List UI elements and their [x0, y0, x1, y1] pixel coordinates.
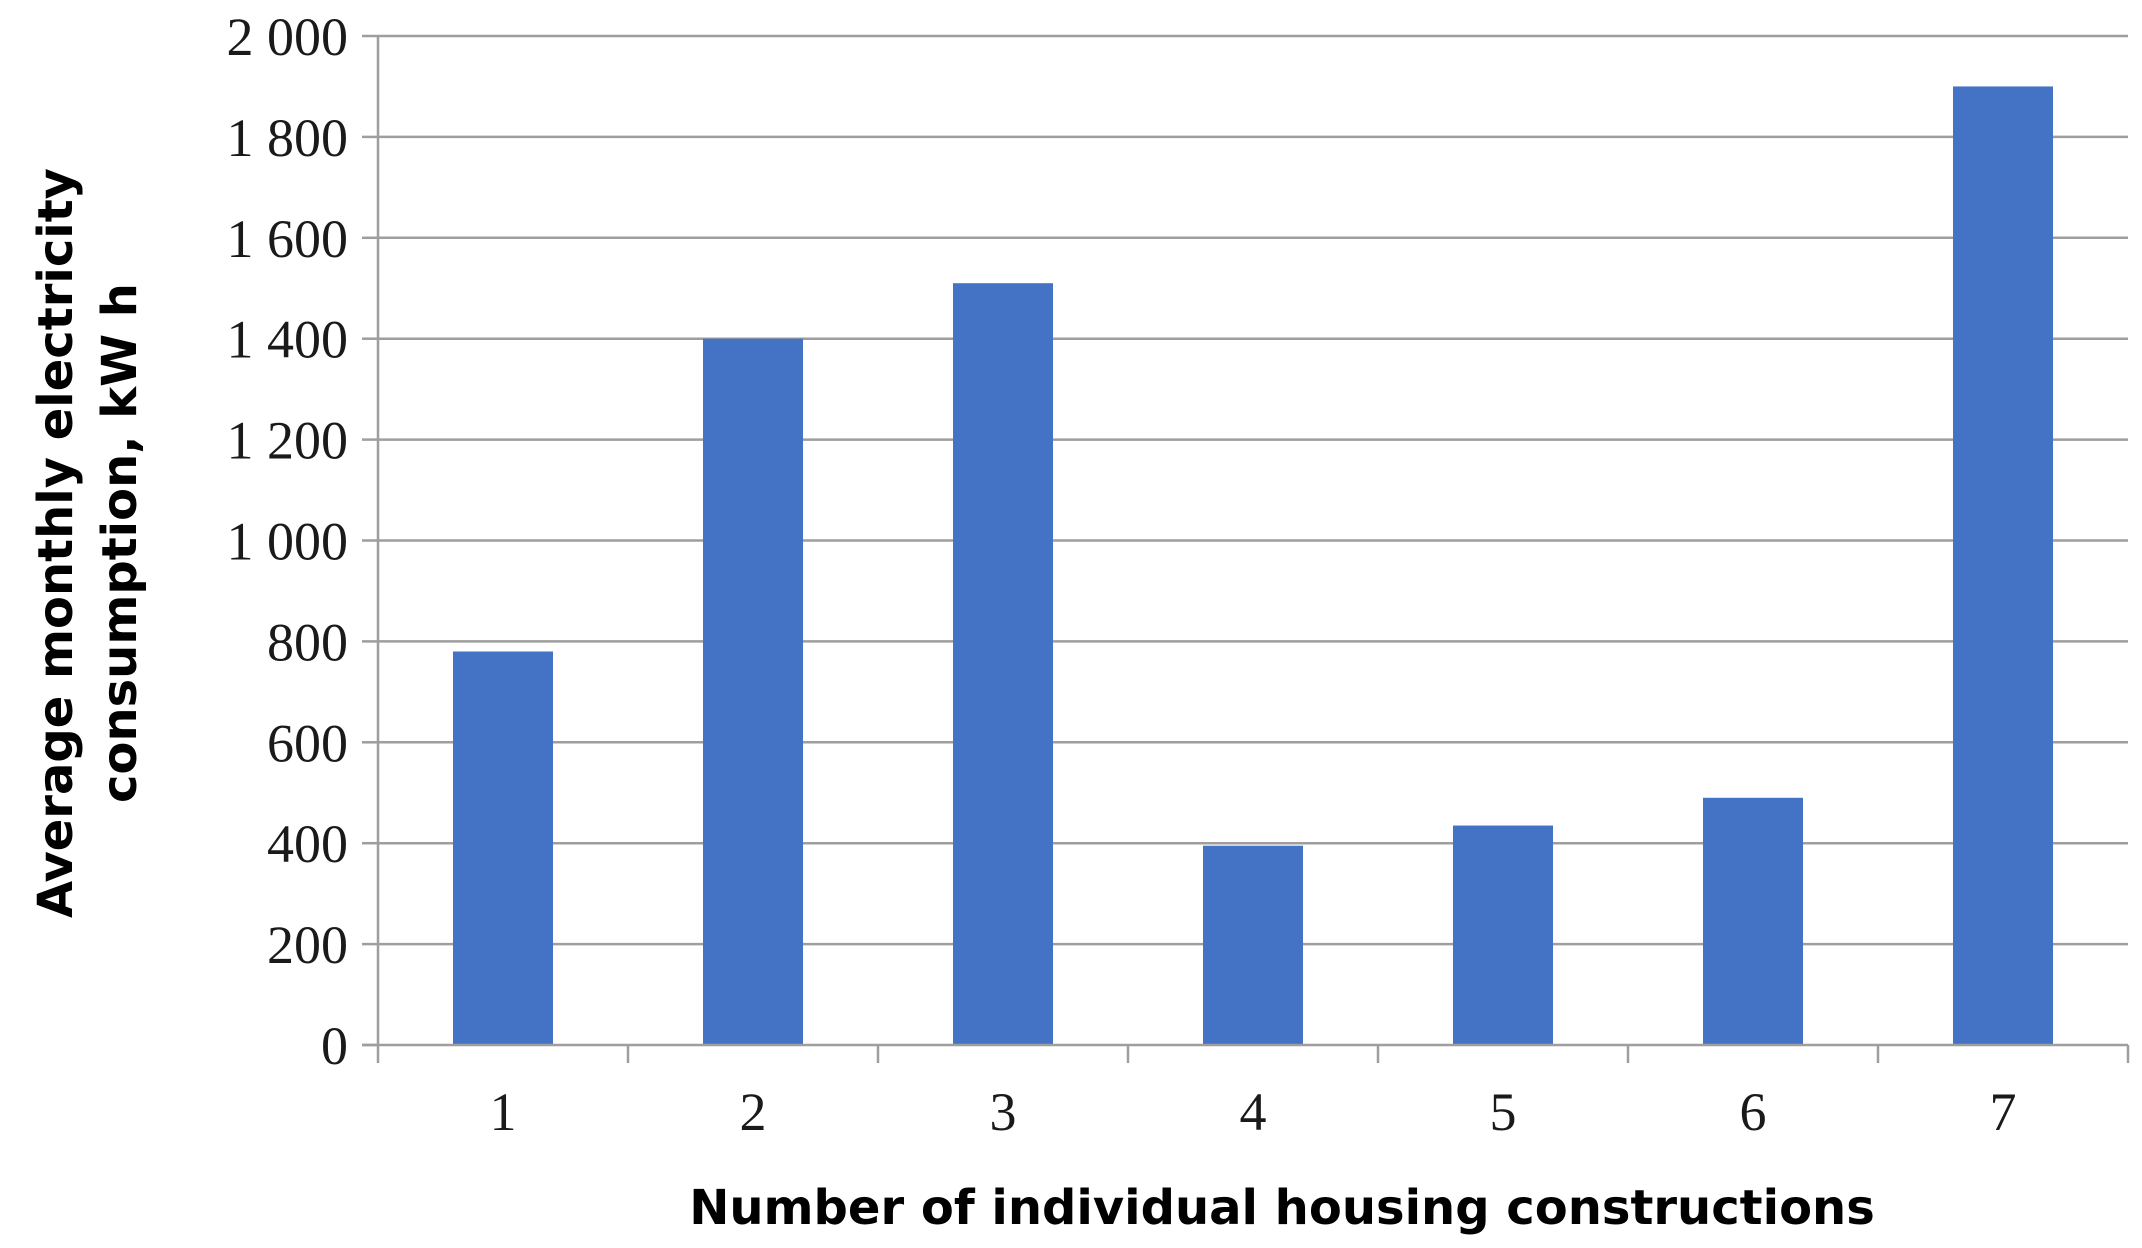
x-tick-label: 4: [1240, 1082, 1267, 1142]
y-tick-label: 0: [321, 1016, 348, 1076]
y-tick-label: 1 600: [227, 209, 349, 269]
x-tick-labels: 1 2 3 4 5 6 7: [490, 1082, 2017, 1142]
y-tick-labels: 0 200 400 600 800 1 000 1 200 1 400 1 600 1 800 2 …: [227, 7, 349, 1076]
x-tick-label: 1: [490, 1082, 517, 1142]
x-tick-label: 7: [1990, 1082, 2017, 1142]
y-tick-label: 800: [267, 612, 348, 672]
bar-3: [953, 283, 1053, 1046]
y-axis-title-line-2: consumption, kW h: [92, 283, 148, 803]
x-axis-title: Number of individual housing constructio…: [689, 1180, 1875, 1236]
x-tick-label: 3: [990, 1082, 1017, 1142]
bar-7: [1953, 86, 2053, 1045]
bar-4: [1203, 845, 1303, 1045]
y-axis-title-line-1: Average monthly electricity: [28, 168, 84, 918]
y-tick-label: 1 400: [227, 310, 349, 370]
y-tick-label: 200: [267, 915, 348, 975]
x-tick-label: 6: [1740, 1082, 1767, 1142]
y-tick-label: 400: [267, 814, 348, 874]
bar-5: [1453, 825, 1553, 1045]
bars: [453, 86, 2053, 1046]
y-tick-label: 1 000: [227, 512, 349, 572]
bar-1: [453, 651, 553, 1045]
y-tick-label: 600: [267, 713, 348, 773]
axes: [362, 34, 2130, 1063]
x-tick-label: 2: [740, 1082, 767, 1142]
bar-6: [1703, 797, 1803, 1045]
bar-2: [703, 338, 803, 1045]
y-tick-label: 1 200: [227, 411, 349, 471]
y-tick-label: 1 800: [227, 108, 349, 168]
gridlines: [378, 34, 2128, 946]
x-tick-label: 5: [1490, 1082, 1517, 1142]
y-tick-label: 2 000: [227, 7, 349, 67]
